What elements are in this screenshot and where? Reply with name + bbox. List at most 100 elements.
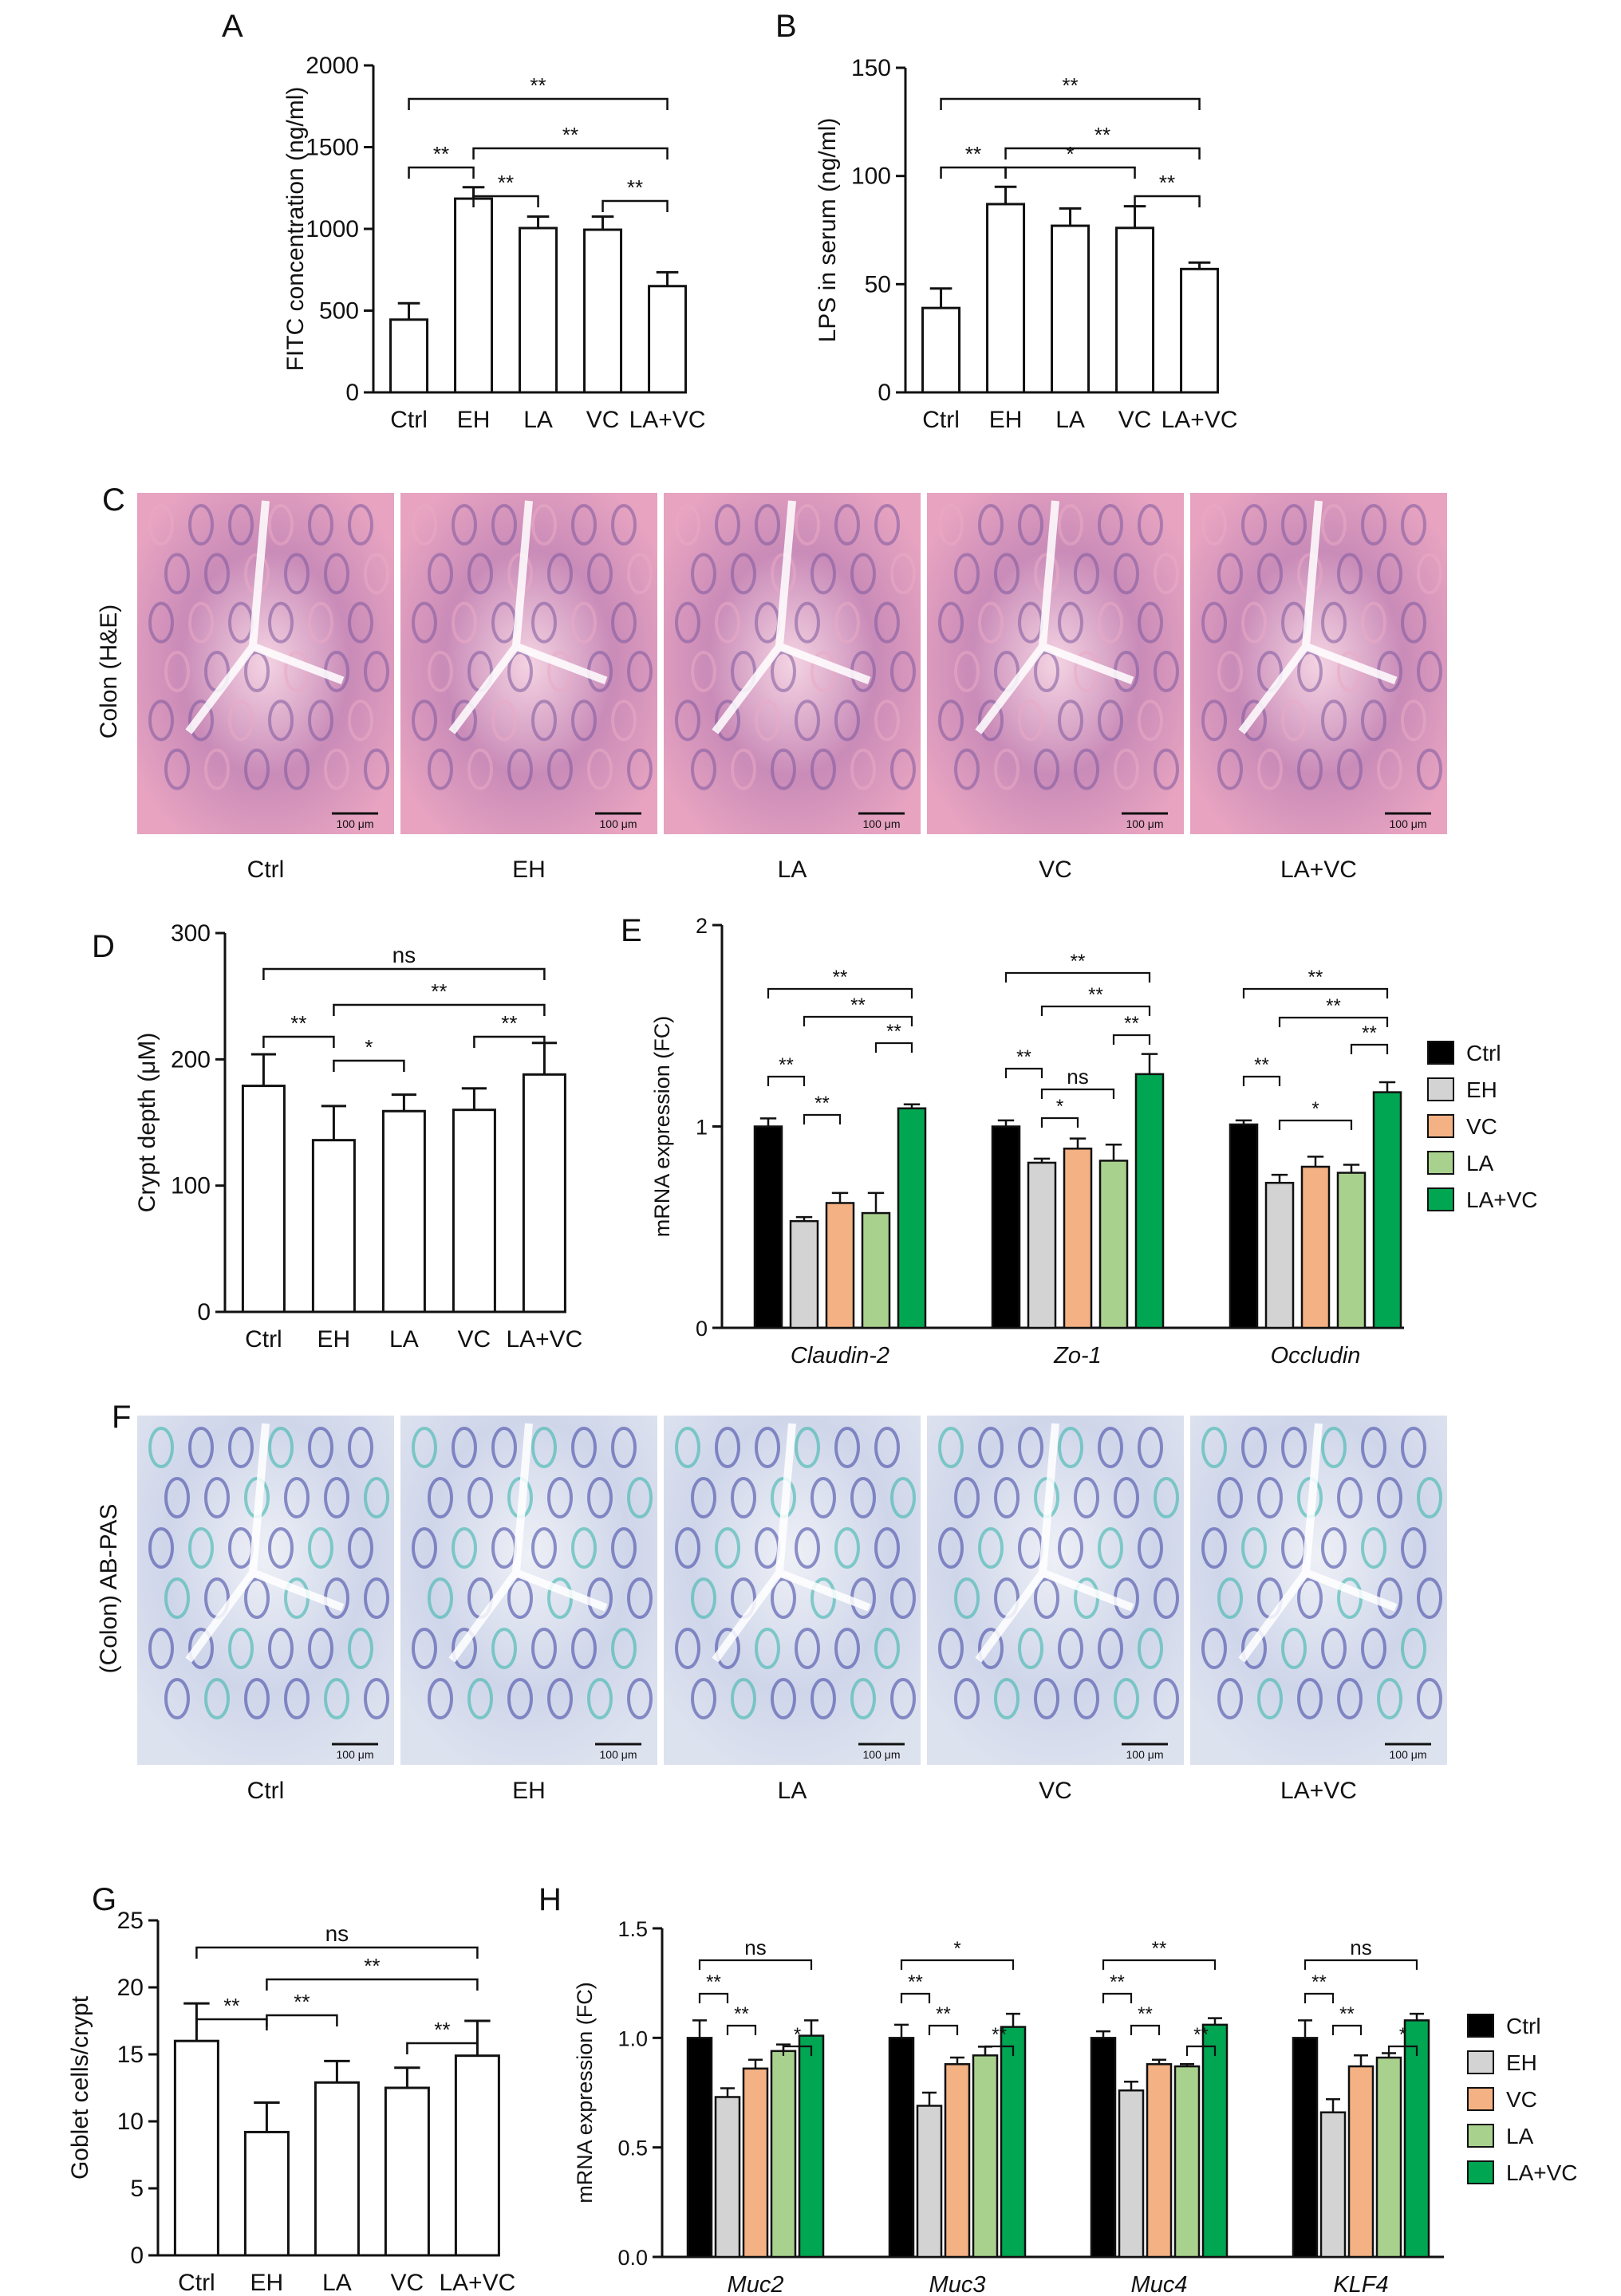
y-tick-label: 0 bbox=[130, 2243, 144, 2269]
panel-letter-b: B bbox=[775, 9, 797, 44]
crypt-texture bbox=[978, 504, 1004, 545]
panel-letter-g: G bbox=[92, 1882, 116, 1917]
crypt-texture bbox=[188, 1628, 214, 1669]
crypt-texture bbox=[611, 1628, 637, 1669]
crypt-texture bbox=[244, 748, 270, 790]
significance-label: ** bbox=[1094, 123, 1110, 147]
bar bbox=[384, 2086, 430, 2257]
crypt-texture bbox=[1241, 699, 1267, 742]
crypt-texture bbox=[715, 699, 740, 742]
significance-bracket bbox=[767, 987, 913, 998]
bar-vc bbox=[1300, 1165, 1331, 1329]
scale-bar-label: 100 μm bbox=[863, 817, 901, 830]
bar bbox=[311, 1139, 356, 1313]
bar-vc bbox=[1063, 1148, 1093, 1329]
y-tick-label: 1500 bbox=[306, 135, 359, 161]
micrograph-c-la: 100 μm LA bbox=[664, 493, 921, 883]
significance-bracket bbox=[1331, 2024, 1363, 2035]
significance-bracket bbox=[874, 1042, 913, 1053]
crypt-texture bbox=[938, 1427, 964, 1468]
crypt-texture bbox=[715, 601, 740, 644]
crypt-texture bbox=[228, 504, 254, 545]
crypt-texture bbox=[1201, 601, 1227, 644]
crypt-texture bbox=[1058, 1427, 1083, 1468]
crypt-texture bbox=[890, 651, 916, 692]
crypt-texture bbox=[715, 1628, 740, 1669]
significance-label: ** bbox=[434, 2018, 450, 2042]
significance-label: * bbox=[1311, 1098, 1319, 1120]
crypt-texture bbox=[148, 1628, 174, 1669]
crypt-texture bbox=[204, 1477, 230, 1518]
crypt-texture bbox=[994, 1477, 1020, 1518]
significance-bracket bbox=[262, 1035, 335, 1048]
crypt-texture bbox=[1417, 651, 1442, 692]
x-category-label: KLF4 bbox=[1333, 2272, 1388, 2296]
crypt-texture bbox=[507, 748, 533, 790]
bar-la-vc bbox=[1134, 1073, 1165, 1329]
significance-bracket bbox=[1004, 971, 1151, 983]
crypt-texture bbox=[284, 553, 310, 595]
crypt-texture bbox=[1154, 651, 1179, 692]
group-label: EH bbox=[512, 1778, 546, 1804]
crypt-texture bbox=[324, 553, 349, 595]
crypt-texture bbox=[954, 1577, 980, 1619]
significance-bracket bbox=[1304, 1959, 1418, 1970]
significance-bracket bbox=[406, 2042, 479, 2054]
y-tick-label: 0 bbox=[878, 380, 891, 406]
group-label: LA bbox=[778, 857, 807, 883]
bar bbox=[648, 285, 688, 394]
significance-label: ** bbox=[364, 1954, 380, 1978]
crypt-texture bbox=[284, 1477, 310, 1518]
panel-letter-h: H bbox=[538, 1882, 562, 1917]
crypt-texture bbox=[364, 1477, 389, 1518]
y-tick-label: 2 bbox=[696, 914, 708, 938]
bar-ctrl bbox=[991, 1125, 1021, 1329]
significance-bracket bbox=[698, 1992, 729, 2003]
group-label: Ctrl bbox=[247, 857, 285, 883]
legend-label: VC bbox=[1506, 2087, 1537, 2112]
crypt-texture bbox=[268, 1628, 294, 1669]
crypt-texture bbox=[531, 699, 557, 742]
scale-bar-label: 100 μm bbox=[1126, 1748, 1164, 1761]
scale-bar-label: 100 μm bbox=[600, 1748, 637, 1761]
significance-bracket bbox=[1304, 1992, 1335, 2003]
crypt-texture bbox=[1138, 504, 1163, 545]
crypt-texture bbox=[164, 553, 190, 595]
y-axis-label: mRNA expression (FC) bbox=[650, 1016, 674, 1238]
crypt-texture bbox=[954, 1477, 980, 1518]
legend-swatch bbox=[1427, 1187, 1454, 1211]
crypt-texture bbox=[188, 504, 214, 545]
crypt-texture bbox=[188, 699, 214, 742]
bar-eh bbox=[1264, 1181, 1295, 1329]
significance-label: ** bbox=[530, 73, 546, 97]
crypt-texture bbox=[890, 553, 916, 595]
crypt-texture bbox=[1058, 1527, 1083, 1569]
he-row-label: Colon (H&E) bbox=[96, 605, 122, 738]
crypt-texture bbox=[874, 1628, 900, 1669]
lumen bbox=[1238, 1423, 1398, 1663]
bar-eh bbox=[714, 2096, 741, 2259]
micrograph-f-la: 100 μm LA bbox=[664, 1416, 921, 1804]
crypt-texture bbox=[1417, 553, 1442, 595]
significance-bracket bbox=[803, 1015, 913, 1026]
crypt-texture bbox=[1114, 748, 1139, 790]
x-tick-label: Ctrl bbox=[390, 407, 428, 433]
crypt-texture bbox=[1138, 601, 1163, 644]
crypt-texture bbox=[531, 1628, 557, 1669]
crypt-texture bbox=[587, 1678, 613, 1719]
significance-label: * bbox=[365, 1035, 373, 1059]
crypt-texture bbox=[571, 699, 597, 742]
crypt-texture bbox=[1098, 699, 1123, 742]
crypt-texture bbox=[771, 748, 796, 790]
significance-label: ** bbox=[1362, 1022, 1377, 1044]
crypt-texture bbox=[1401, 1628, 1426, 1669]
crypt-texture bbox=[978, 1427, 1004, 1468]
significance-bracket bbox=[1278, 1016, 1389, 1027]
significance-label: ** bbox=[562, 123, 578, 147]
crypt-texture bbox=[691, 553, 716, 595]
crypt-texture bbox=[1034, 1577, 1059, 1619]
significance-label: ** bbox=[965, 142, 981, 166]
micrograph-c-eh: 100 μm EH bbox=[400, 493, 657, 883]
bar bbox=[314, 2081, 360, 2257]
